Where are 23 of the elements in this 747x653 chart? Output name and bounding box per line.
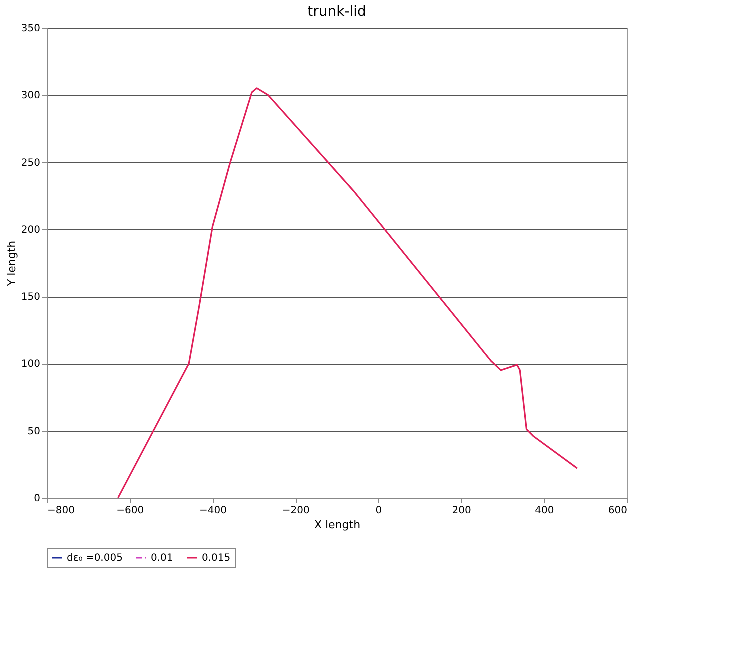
legend-label: dε₀ =0.005 (67, 553, 123, 564)
y-tick-label: 300 (21, 90, 40, 102)
chart-title: trunk-lid (308, 4, 366, 20)
x-tick-label: −400 (199, 506, 227, 516)
x-tick-label: −600 (116, 506, 144, 516)
x-axis-title: X length (314, 518, 361, 532)
x-tick-label: 400 (535, 506, 554, 516)
y-tick-label: 0 (34, 494, 40, 504)
y-tick-label: 250 (21, 158, 40, 169)
legend-label: 0.015 (202, 553, 231, 564)
line-series (117, 88, 578, 499)
y-axis-title: Y length (5, 240, 18, 288)
y-tick-label: 150 (21, 292, 40, 304)
y-tick-label: 50 (28, 426, 40, 438)
x-tick-label: 600 (608, 506, 628, 516)
legend-label: 0.01 (151, 553, 174, 564)
x-tick-label: −800 (48, 506, 75, 516)
y-tick-label: 100 (21, 359, 40, 370)
y-tick-label: 200 (21, 224, 40, 236)
x-tick-label: 0 (376, 506, 382, 516)
x-tick-label: −200 (282, 506, 310, 516)
x-tick-label: 200 (452, 506, 472, 516)
y-tick-label: 350 (21, 24, 40, 34)
